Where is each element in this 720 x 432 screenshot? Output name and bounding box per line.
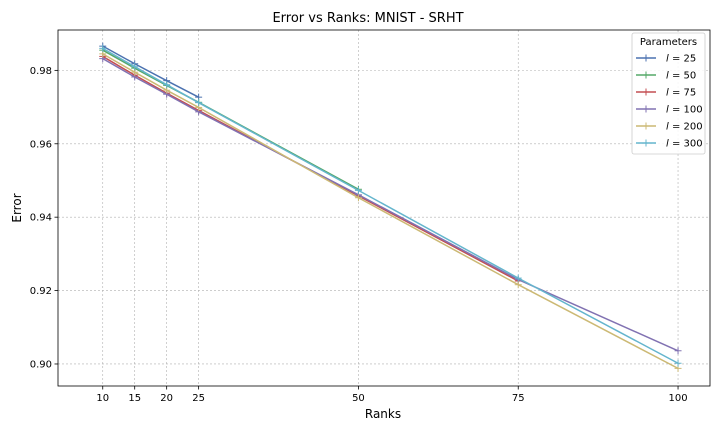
legend-label: l = 300 bbox=[666, 139, 703, 150]
x-axis-label: Ranks bbox=[365, 407, 401, 421]
series-line-0 bbox=[102, 45, 199, 98]
y-axis-label: Error bbox=[10, 193, 24, 222]
x-tick-label: 50 bbox=[352, 393, 365, 404]
axis-ticks: 10 15 20 25 50 75 100 0.90 0.92 0.94 0.96 0.98 bbox=[30, 66, 688, 404]
legend-label: l = 50 bbox=[666, 71, 696, 82]
legend-label: l = 25 bbox=[666, 54, 696, 65]
data-point-marker bbox=[195, 99, 203, 107]
legend-items: l = 25 l = 50 l = 75 l = 100 l = 200 l = 300 bbox=[636, 54, 703, 150]
grid bbox=[58, 30, 710, 386]
series-line-2 bbox=[102, 55, 519, 282]
legend-label: l = 200 bbox=[666, 122, 703, 133]
y-tick-label: 0.98 bbox=[30, 66, 52, 77]
y-tick-label: 0.96 bbox=[30, 139, 52, 150]
legend-label: l = 75 bbox=[666, 88, 696, 99]
plot-frame bbox=[57, 29, 711, 387]
y-tick-label: 0.92 bbox=[30, 286, 52, 297]
data-point-marker bbox=[354, 186, 362, 194]
legend-title: Parameters bbox=[640, 37, 697, 48]
legend-box bbox=[631, 32, 706, 155]
x-tick-label: 25 bbox=[192, 393, 205, 404]
data-point-marker bbox=[354, 194, 362, 202]
data-point-marker bbox=[163, 81, 171, 89]
x-tick-label: 20 bbox=[160, 393, 173, 404]
x-tick-label: 75 bbox=[512, 393, 525, 404]
data-point-marker bbox=[514, 281, 522, 289]
data-point-marker bbox=[99, 44, 107, 52]
x-tick-label: 10 bbox=[96, 393, 109, 404]
series-group bbox=[99, 42, 682, 372]
data-point-marker bbox=[674, 359, 682, 367]
x-tick-label: 15 bbox=[128, 393, 141, 404]
legend-label: l = 100 bbox=[666, 105, 703, 116]
x-tick-label: 100 bbox=[668, 393, 687, 404]
data-point-marker bbox=[514, 274, 522, 282]
chart-title: Error vs Ranks: MNIST - SRHT bbox=[272, 11, 463, 26]
data-point-marker bbox=[674, 347, 682, 355]
data-point-marker bbox=[131, 63, 139, 71]
series-line-5 bbox=[102, 47, 679, 364]
y-tick-label: 0.94 bbox=[30, 213, 52, 224]
y-tick-label: 0.90 bbox=[30, 359, 52, 370]
